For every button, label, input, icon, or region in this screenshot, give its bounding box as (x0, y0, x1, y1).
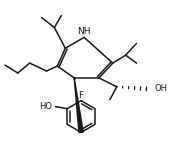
Text: NH: NH (77, 27, 91, 36)
Polygon shape (74, 78, 83, 133)
Text: F: F (79, 91, 84, 100)
Text: HO: HO (39, 102, 52, 111)
Text: OH: OH (154, 84, 167, 93)
